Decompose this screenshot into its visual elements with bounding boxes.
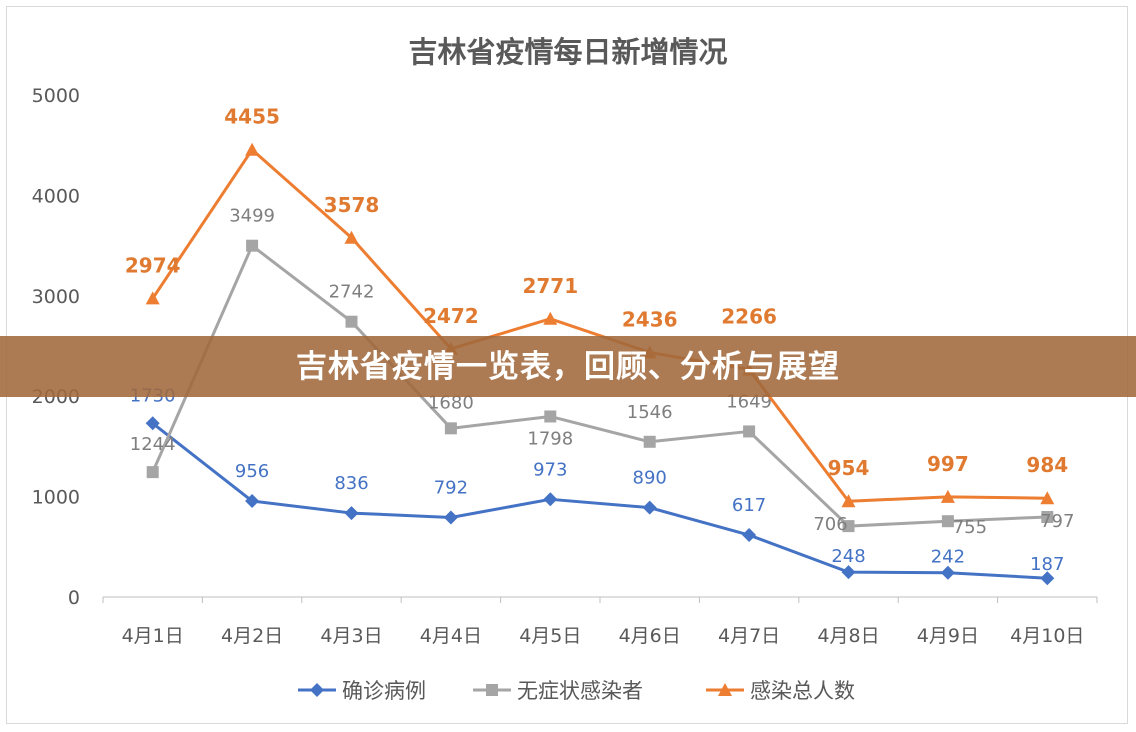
- series-2: 2974 4455 3578 2472 2771 2436 2266 954 997 984: [125, 105, 1068, 508]
- legend-label: 无症状感染者: [517, 679, 643, 703]
- data-label: 187: [1030, 554, 1064, 575]
- x-tick-label: 4月7日: [718, 625, 780, 647]
- x-tick-label: 4月1日: [122, 625, 184, 647]
- data-label: 836: [334, 473, 368, 494]
- legend-label: 确诊病例: [342, 679, 426, 703]
- square-marker: [743, 425, 756, 438]
- data-label: 4455: [224, 105, 280, 129]
- data-label: 3499: [229, 206, 275, 227]
- triangle-marker: [718, 683, 732, 696]
- square-marker: [444, 422, 457, 435]
- data-label: 2974: [125, 253, 181, 277]
- triangle-marker: [245, 142, 260, 156]
- square-marker: [941, 515, 954, 528]
- square-marker: [146, 466, 159, 479]
- data-label: 956: [235, 461, 269, 482]
- diamond-marker: [543, 492, 558, 507]
- data-label: 2436: [622, 307, 678, 331]
- data-label: 706: [813, 514, 847, 535]
- x-tick-label: 4月9日: [917, 625, 979, 647]
- y-tick-label: 4000: [32, 185, 80, 207]
- x-tick-label: 4月5日: [519, 625, 581, 647]
- diamond-marker: [841, 565, 856, 580]
- data-label: 1546: [627, 402, 673, 423]
- square-marker: [544, 410, 557, 423]
- square-marker: [345, 315, 358, 328]
- y-tick-label: 1000: [32, 487, 80, 509]
- triangle-marker: [1040, 491, 1055, 505]
- diamond-marker: [245, 494, 260, 509]
- data-label: 973: [533, 459, 567, 480]
- triangle-marker: [344, 230, 359, 244]
- square-marker: [1041, 510, 1054, 523]
- triangle-marker: [940, 489, 955, 503]
- data-label: 617: [732, 495, 766, 516]
- banner-text: 吉林省疫情一览表，回顾、分析与展望: [296, 348, 840, 385]
- diamond-marker: [642, 500, 657, 515]
- series-line: [151, 422, 1048, 580]
- data-label: 2472: [423, 304, 479, 328]
- square-marker: [643, 435, 656, 448]
- data-label: 1680: [428, 392, 474, 413]
- data-label: 2266: [721, 304, 777, 328]
- diamond-marker: [742, 528, 757, 543]
- data-label: 797: [1040, 511, 1074, 532]
- x-tick-label: 4月2日: [221, 625, 283, 647]
- y-tick-label: 3000: [32, 286, 80, 308]
- data-label: 2742: [329, 282, 375, 303]
- data-label: 248: [831, 546, 865, 567]
- data-label: 792: [434, 477, 468, 498]
- data-label: 890: [633, 468, 667, 489]
- y-tick-label: 0: [68, 587, 80, 609]
- triangle-marker: [841, 494, 856, 508]
- square-marker: [486, 684, 498, 696]
- legend-label: 感染总人数: [750, 679, 855, 703]
- data-label: 1244: [130, 434, 176, 455]
- triangle-marker: [145, 291, 160, 305]
- title-banner: 吉林省疫情一览表，回顾、分析与展望: [0, 336, 1136, 397]
- triangle-marker: [543, 311, 558, 325]
- series-line: [151, 244, 1048, 528]
- diamond-marker: [145, 416, 160, 431]
- data-label: 242: [931, 547, 965, 568]
- data-label: 3578: [324, 193, 380, 217]
- x-tick-label: 4月10日: [1010, 625, 1084, 647]
- data-label: 984: [1026, 453, 1068, 477]
- data-label: 954: [828, 456, 870, 480]
- x-tick-label: 4月6日: [619, 625, 681, 647]
- square-marker: [842, 520, 855, 533]
- diamond-marker: [1040, 571, 1055, 586]
- diamond-marker: [310, 683, 324, 697]
- x-tick-label: 4月3日: [320, 625, 382, 647]
- diamond-marker: [344, 506, 359, 521]
- series-line: [151, 148, 1048, 503]
- diamond-marker: [443, 510, 458, 525]
- chart-title: 吉林省疫情每日新增情况: [408, 35, 727, 69]
- data-label: 997: [927, 452, 969, 476]
- x-tick-label: 4月8日: [817, 625, 879, 647]
- square-marker: [246, 239, 259, 252]
- data-label: 2771: [522, 274, 578, 298]
- data-label: 755: [953, 517, 987, 538]
- x-tick-label: 4月4日: [420, 625, 482, 647]
- y-tick-label: 5000: [32, 85, 80, 107]
- diamond-marker: [940, 565, 955, 580]
- data-label: 1798: [527, 428, 573, 449]
- series-0: 1730956836792973890617248242187: [130, 385, 1064, 586]
